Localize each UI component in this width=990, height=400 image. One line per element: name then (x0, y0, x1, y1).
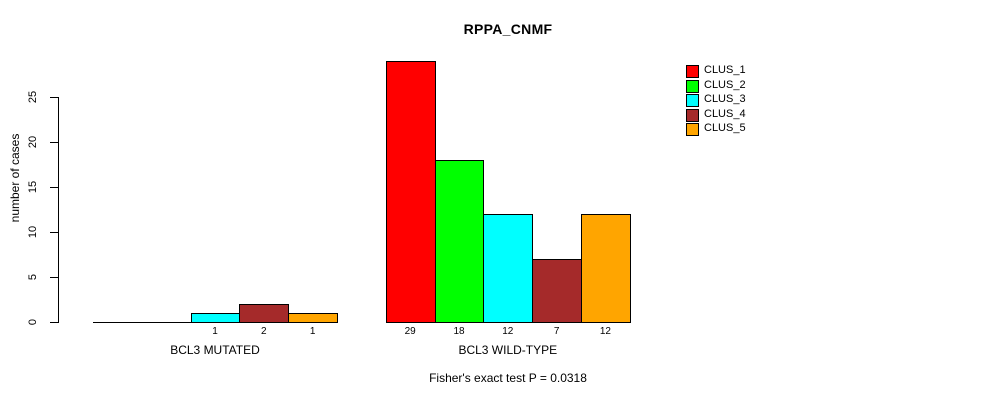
y-tick-mark (50, 142, 58, 143)
chart-title: RPPA_CNMF (463, 21, 553, 37)
bar-clus_5 (581, 214, 631, 323)
legend-label-clus_2: CLUS_2 (704, 78, 746, 91)
legend-label-clus_1: CLUS_1 (704, 64, 746, 76)
y-tick-mark (50, 97, 58, 98)
bar-value-label: 29 (404, 326, 416, 337)
legend-swatch-clus_3 (686, 94, 699, 107)
bar-clus_4 (532, 259, 582, 323)
bar-zero-clus_2 (141, 322, 192, 323)
group-label: BCL3 WILD-TYPE (458, 343, 558, 357)
y-tick-label: 0 (27, 318, 39, 326)
bar-value-label: 7 (553, 326, 560, 337)
y-tick-label: 20 (27, 135, 39, 149)
legend-swatch-clus_1 (686, 65, 699, 78)
y-axis-line (58, 97, 59, 323)
bar-value-label: 2 (261, 326, 267, 337)
bar-clus_1 (385, 61, 436, 323)
y-tick-mark (50, 277, 58, 278)
group-label: BCL3 MUTATED (170, 343, 260, 357)
y-tick-mark (50, 187, 58, 188)
bar-value-label: 12 (502, 326, 514, 337)
legend-swatch-clus_5 (686, 123, 699, 136)
legend-label-clus_5: CLUS_5 (704, 122, 746, 134)
y-tick-mark (50, 322, 58, 323)
bar-clus_3 (190, 313, 241, 323)
legend-label-clus_4: CLUS_4 (704, 107, 746, 120)
fisher-test-note: Fisher's exact test P = 0.0318 (429, 371, 587, 385)
y-tick-label: 15 (27, 180, 39, 194)
y-tick-label: 25 (27, 90, 39, 104)
y-tick-mark (50, 232, 58, 233)
bar-zero-clus_1 (93, 322, 143, 323)
bar-value-label: 1 (212, 326, 218, 337)
y-tick-label: 10 (27, 225, 39, 239)
bar-value-label: 1 (309, 326, 316, 337)
y-tick-label: 5 (27, 273, 39, 281)
bar-clus_4 (239, 304, 290, 323)
bar-clus_2 (434, 160, 485, 323)
y-axis-label: number of cases (8, 133, 22, 223)
bar-clus_5 (288, 313, 338, 323)
legend-label-clus_3: CLUS_3 (704, 93, 746, 105)
legend-swatch-clus_2 (686, 79, 699, 93)
bar-clus_3 (483, 214, 534, 323)
bar-value-label: 18 (453, 326, 465, 337)
legend-swatch-clus_4 (686, 108, 699, 122)
bar-value-label: 12 (599, 326, 611, 337)
